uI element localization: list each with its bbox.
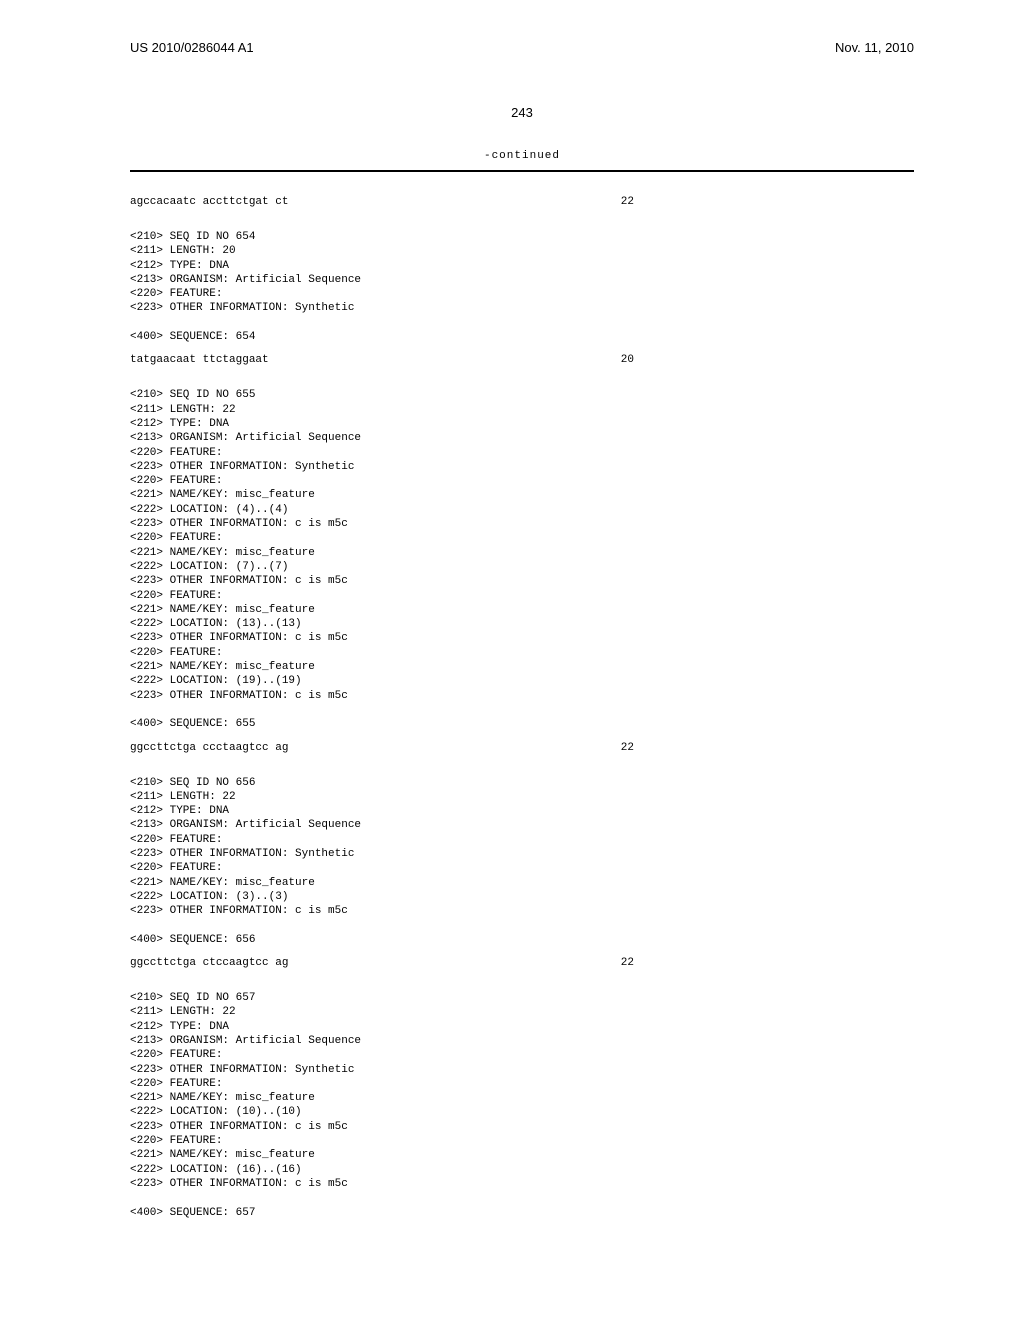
sequence-entry-line: <210> SEQ ID NO 655	[130, 388, 914, 402]
sequence-length: 22	[621, 957, 914, 969]
sequence-entry-line: <220> FEATURE:	[130, 446, 914, 460]
sequence-entry-line: <221> NAME/KEY: misc_feature	[130, 876, 914, 890]
section-gap	[130, 756, 914, 776]
sequence-entry-line: <221> NAME/KEY: misc_feature	[130, 603, 914, 617]
sequence-entry-line: <223> OTHER INFORMATION: Synthetic	[130, 301, 914, 315]
section-gap	[130, 210, 914, 230]
sequence-length: 20	[621, 354, 914, 366]
sequence-data-line: tatgaacaat ttctaggaat 20	[130, 354, 914, 366]
sequence-text: ggccttctga ccctaagtcc ag	[130, 742, 288, 754]
sequence-entry-line: <210> SEQ ID NO 657	[130, 991, 914, 1005]
publication-number: US 2010/0286044 A1	[130, 40, 254, 55]
section-gap	[130, 971, 914, 991]
sequence-entry-line	[130, 703, 914, 717]
page-number: 243	[130, 105, 914, 120]
sequence-entry-line: <220> FEATURE:	[130, 861, 914, 875]
sequence-entry-line: <212> TYPE: DNA	[130, 259, 914, 273]
sequence-length: 22	[621, 196, 914, 208]
sequence-text: ggccttctga ctccaagtcc ag	[130, 957, 288, 969]
sequence-entry-line: <222> LOCATION: (7)..(7)	[130, 560, 914, 574]
sequence-entry-line: <222> LOCATION: (4)..(4)	[130, 503, 914, 517]
sequence-entry-line: <220> FEATURE:	[130, 531, 914, 545]
sequence-entry-line: <221> NAME/KEY: misc_feature	[130, 488, 914, 502]
section-gap	[130, 947, 914, 957]
sequence-entry-line: <221> NAME/KEY: misc_feature	[130, 660, 914, 674]
sequence-entry-line: <220> FEATURE:	[130, 1134, 914, 1148]
sequence-text: agccacaatc accttctgat ct	[130, 196, 288, 208]
sequence-entry-line: <220> FEATURE:	[130, 646, 914, 660]
sequence-entry-line: <221> NAME/KEY: misc_feature	[130, 1091, 914, 1105]
sequence-entry-line: <213> ORGANISM: Artificial Sequence	[130, 431, 914, 445]
sequence-data-line: ggccttctga ccctaagtcc ag 22	[130, 742, 914, 754]
sequence-entry-line: <211> LENGTH: 22	[130, 403, 914, 417]
sequence-entry-line: <220> FEATURE:	[130, 589, 914, 603]
sequence-entry-line: <211> LENGTH: 22	[130, 1005, 914, 1019]
sequence-entry-line: <222> LOCATION: (16)..(16)	[130, 1163, 914, 1177]
sequence-entry-line: <212> TYPE: DNA	[130, 804, 914, 818]
sequence-listing-content: agccacaatc accttctgat ct 22 <210> SEQ ID N…	[130, 196, 914, 1230]
sequence-entry-line	[130, 316, 914, 330]
continued-label: -continued	[130, 150, 914, 162]
sequence-entry-line: <221> NAME/KEY: misc_feature	[130, 546, 914, 560]
section-gap	[130, 368, 914, 388]
sequence-entry-line: <212> TYPE: DNA	[130, 417, 914, 431]
sequence-entry-line	[130, 918, 914, 932]
sequence-entry-line: <210> SEQ ID NO 654	[130, 230, 914, 244]
sequence-entry-line: <220> FEATURE:	[130, 1077, 914, 1091]
sequence-data-line: ggccttctga ctccaagtcc ag 22	[130, 957, 914, 969]
sequence-entry-line: <223> OTHER INFORMATION: Synthetic	[130, 847, 914, 861]
sequence-entry-line: <400> SEQUENCE: 656	[130, 933, 914, 947]
sequence-entry-line	[130, 1191, 914, 1205]
sequence-entry-line: <220> FEATURE:	[130, 474, 914, 488]
sequence-entry-line: <213> ORGANISM: Artificial Sequence	[130, 273, 914, 287]
sequence-entry-line: <223> OTHER INFORMATION: c is m5c	[130, 1177, 914, 1191]
sequence-text: tatgaacaat ttctaggaat	[130, 354, 269, 366]
header-rule	[130, 170, 914, 172]
sequence-entry-line: <223> OTHER INFORMATION: c is m5c	[130, 517, 914, 531]
sequence-length: 22	[621, 742, 914, 754]
page-header: US 2010/0286044 A1 Nov. 11, 2010	[130, 40, 914, 55]
sequence-entry-line: <222> LOCATION: (19)..(19)	[130, 674, 914, 688]
sequence-entry-line: <223> OTHER INFORMATION: c is m5c	[130, 574, 914, 588]
sequence-entry-line: <221> NAME/KEY: misc_feature	[130, 1148, 914, 1162]
sequence-entry-line: <400> SEQUENCE: 655	[130, 717, 914, 731]
publication-date: Nov. 11, 2010	[835, 40, 914, 55]
sequence-entry-line: <223> OTHER INFORMATION: c is m5c	[130, 631, 914, 645]
sequence-entry-line: <210> SEQ ID NO 656	[130, 776, 914, 790]
sequence-entry-line: <223> OTHER INFORMATION: Synthetic	[130, 1063, 914, 1077]
section-gap	[130, 1220, 914, 1230]
page-container: US 2010/0286044 A1 Nov. 11, 2010 243 -co…	[0, 0, 1024, 1320]
sequence-entry-line: <223> OTHER INFORMATION: c is m5c	[130, 904, 914, 918]
sequence-entry-line: <211> LENGTH: 20	[130, 244, 914, 258]
sequence-entry-line: <400> SEQUENCE: 654	[130, 330, 914, 344]
sequence-entry-line: <213> ORGANISM: Artificial Sequence	[130, 1034, 914, 1048]
sequence-entry-line: <212> TYPE: DNA	[130, 1020, 914, 1034]
section-gap	[130, 344, 914, 354]
sequence-entry-line: <223> OTHER INFORMATION: Synthetic	[130, 460, 914, 474]
sequence-entry-line: <222> LOCATION: (3)..(3)	[130, 890, 914, 904]
sequence-data-line: agccacaatc accttctgat ct 22	[130, 196, 914, 208]
sequence-entry-line: <220> FEATURE:	[130, 287, 914, 301]
sequence-entry-line: <220> FEATURE:	[130, 833, 914, 847]
sequence-entry-line: <222> LOCATION: (13)..(13)	[130, 617, 914, 631]
sequence-entry-line: <400> SEQUENCE: 657	[130, 1206, 914, 1220]
sequence-entry-line: <211> LENGTH: 22	[130, 790, 914, 804]
sequence-entry-line: <223> OTHER INFORMATION: c is m5c	[130, 689, 914, 703]
sequence-entry-line: <213> ORGANISM: Artificial Sequence	[130, 818, 914, 832]
sequence-entry-line: <220> FEATURE:	[130, 1048, 914, 1062]
section-gap	[130, 732, 914, 742]
sequence-entry-line: <223> OTHER INFORMATION: c is m5c	[130, 1120, 914, 1134]
sequence-entry-line: <222> LOCATION: (10)..(10)	[130, 1105, 914, 1119]
